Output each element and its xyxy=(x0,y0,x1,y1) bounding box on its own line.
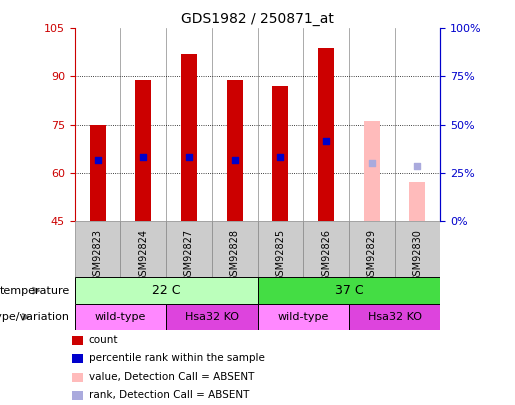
Bar xyxy=(303,221,349,277)
Point xyxy=(414,163,422,169)
Text: GSM92830: GSM92830 xyxy=(413,229,422,282)
Text: temperature: temperature xyxy=(0,286,70,296)
Bar xyxy=(258,277,440,304)
Text: Hsa32 KO: Hsa32 KO xyxy=(185,312,239,322)
Text: GSM92828: GSM92828 xyxy=(230,229,239,282)
Bar xyxy=(364,122,380,221)
Text: GSM92827: GSM92827 xyxy=(184,229,194,282)
Bar xyxy=(258,221,303,277)
Point xyxy=(231,157,239,163)
Point xyxy=(276,153,284,160)
Bar xyxy=(272,86,288,221)
Title: GDS1982 / 250871_at: GDS1982 / 250871_at xyxy=(181,12,334,26)
Point xyxy=(185,153,193,160)
Text: value, Detection Call = ABSENT: value, Detection Call = ABSENT xyxy=(89,372,254,382)
Text: GSM92824: GSM92824 xyxy=(138,229,148,282)
Text: rank, Detection Call = ABSENT: rank, Detection Call = ABSENT xyxy=(89,390,249,400)
Text: GSM92826: GSM92826 xyxy=(321,229,331,282)
Text: count: count xyxy=(89,335,118,345)
Text: wild-type: wild-type xyxy=(278,312,329,322)
Bar xyxy=(227,80,243,221)
Point xyxy=(139,153,147,160)
Bar xyxy=(166,221,212,277)
Bar xyxy=(75,277,258,304)
Text: 37 C: 37 C xyxy=(335,284,363,297)
Bar xyxy=(318,47,334,221)
Bar xyxy=(135,80,151,221)
Text: GSM92825: GSM92825 xyxy=(276,229,285,282)
Point xyxy=(368,160,376,166)
Bar xyxy=(75,304,166,330)
Point xyxy=(93,157,101,163)
Bar xyxy=(349,304,440,330)
Bar xyxy=(181,54,197,221)
Text: percentile rank within the sample: percentile rank within the sample xyxy=(89,354,265,363)
Text: GSM92829: GSM92829 xyxy=(367,229,377,282)
Bar xyxy=(258,304,349,330)
Text: Hsa32 KO: Hsa32 KO xyxy=(368,312,422,322)
Bar xyxy=(121,221,166,277)
Bar xyxy=(75,221,121,277)
Bar xyxy=(166,304,258,330)
Text: GSM92823: GSM92823 xyxy=(93,229,102,282)
Bar xyxy=(394,221,440,277)
Bar xyxy=(349,221,394,277)
Bar xyxy=(409,182,425,221)
Text: genotype/variation: genotype/variation xyxy=(0,312,70,322)
Text: 22 C: 22 C xyxy=(152,284,180,297)
Point xyxy=(322,137,330,144)
Bar xyxy=(90,125,106,221)
Bar xyxy=(212,221,258,277)
Text: wild-type: wild-type xyxy=(95,312,146,322)
